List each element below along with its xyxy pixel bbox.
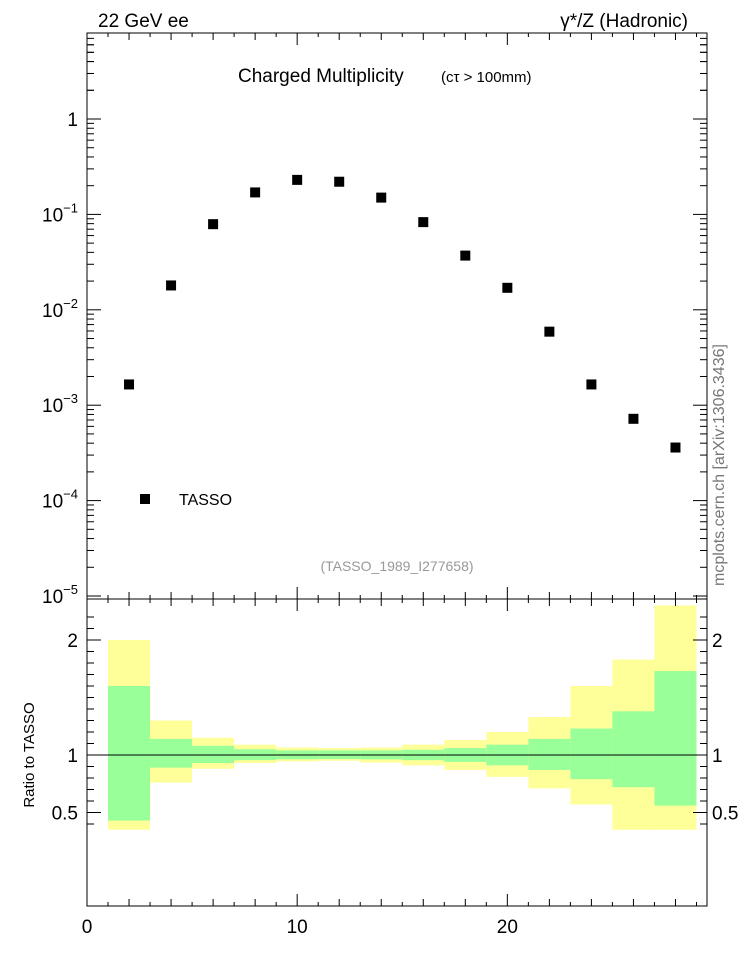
chart-title-suffix: (cτ > 100mm) [441, 69, 532, 86]
legend-marker [140, 494, 150, 504]
ratio-plot-frame [86, 598, 708, 907]
data-point [502, 282, 513, 293]
green-band [612, 711, 655, 788]
data-point [250, 187, 261, 198]
x-tick-label: 0 [82, 917, 93, 938]
data-point [124, 379, 135, 390]
ratio-axes: 0.5 0.51 12 20 10 20 [52, 599, 738, 938]
data-point [544, 326, 555, 337]
analysis-tag: (TASSO_1989_I277658) [320, 558, 473, 574]
ratio-ylabel: Ratio to TASSO [21, 702, 38, 807]
ratio-y-tick-label: 2 [67, 631, 78, 652]
y-tick-label: 1 [67, 110, 78, 131]
ratio-y-tick-label: 1 [67, 746, 78, 767]
data-point [208, 219, 219, 230]
data-point [460, 250, 471, 261]
green-band [528, 738, 571, 770]
green-band [654, 671, 697, 806]
ratio-bands [108, 605, 697, 830]
data-point [418, 217, 429, 228]
x-tick-label: 10 [287, 917, 308, 938]
x-tick-label: 20 [497, 917, 518, 938]
header-left: 22 GeV ee [98, 11, 189, 32]
data-point [628, 413, 639, 424]
ratio-y-tick-label: 0.5 [52, 804, 78, 825]
ratio-y-tick-label-right: 2 [712, 631, 723, 652]
y-tick-label: 10−4 [42, 487, 78, 513]
header-right: γ*/Z (Hadronic) [560, 11, 688, 32]
y-tick-label: 10−3 [42, 391, 78, 417]
side-label: mcplots.cern.ch [arXiv:1306.3436] [711, 344, 728, 586]
green-band [192, 745, 235, 764]
data-point [376, 192, 387, 203]
y-tick-label: 10−1 [42, 200, 78, 226]
legend-label: TASSO [179, 492, 232, 509]
main-plot-frame [86, 32, 708, 600]
y-tick-label: 10−5 [42, 582, 78, 608]
chart-title: Charged Multiplicity [238, 66, 404, 87]
data-point [166, 280, 177, 291]
data-point [670, 442, 681, 453]
main-axes: 10−5 10−4 10−3 10−2 10−1 1 [42, 33, 707, 608]
green-band [150, 738, 193, 768]
data-point [292, 174, 303, 185]
green-band [570, 728, 613, 780]
data-point [334, 176, 345, 187]
y-tick-label: 10−2 [42, 296, 78, 322]
data-point [586, 379, 597, 390]
data-points [124, 174, 681, 453]
ratio-y-tick-label-right: 1 [712, 746, 723, 767]
green-band [108, 686, 151, 821]
ratio-y-tick-label-right: 0.5 [712, 804, 738, 825]
